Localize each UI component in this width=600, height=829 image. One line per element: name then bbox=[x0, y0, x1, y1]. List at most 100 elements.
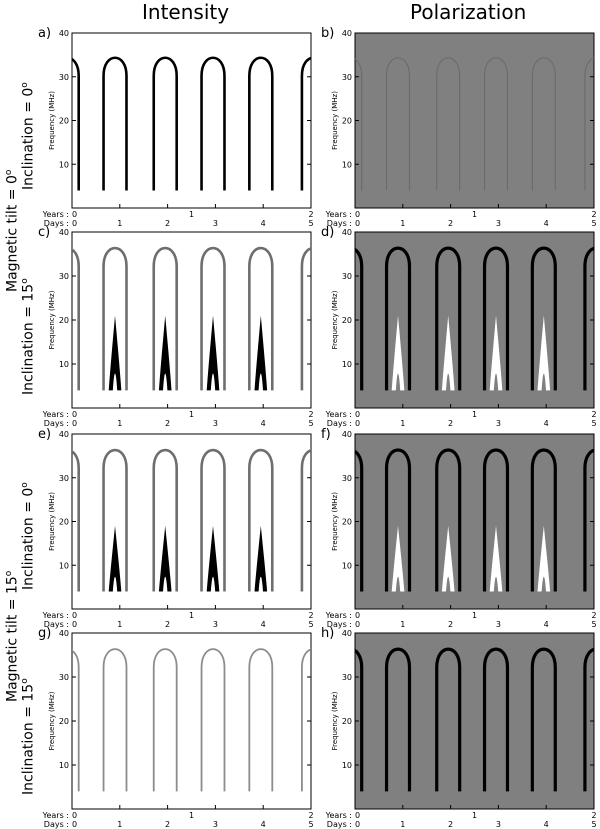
arch-1 bbox=[384, 647, 412, 792]
years-tick-label: 1 bbox=[189, 811, 194, 820]
panel-letter: g) bbox=[38, 626, 51, 641]
years-axis-label: Years : bbox=[325, 811, 352, 820]
y-tick-label: 40 bbox=[342, 228, 352, 237]
days-tick-label: 4 bbox=[261, 419, 266, 428]
y-tick-label: 10 bbox=[59, 160, 69, 169]
panel-letter: h) bbox=[321, 626, 334, 641]
panel-content bbox=[355, 647, 594, 792]
panel-letter: b) bbox=[321, 26, 334, 41]
years-axis-label: Years : bbox=[42, 210, 69, 219]
years-axis-label: Years : bbox=[325, 210, 352, 219]
y-tick-label: 20 bbox=[59, 316, 69, 325]
arch-5 bbox=[300, 449, 311, 592]
arch-3 bbox=[482, 647, 510, 792]
years-axis-label: Years : bbox=[325, 410, 352, 419]
days-tick-label: 1 bbox=[117, 620, 122, 629]
days-tick-label: 2 bbox=[165, 419, 170, 428]
arch-5 bbox=[300, 56, 311, 191]
years-axis-label: Years : bbox=[42, 611, 69, 620]
y-axis-label: Frequency (MHz) bbox=[48, 91, 56, 150]
arch-5 bbox=[583, 448, 594, 592]
years-axis-label: Years : bbox=[42, 410, 69, 419]
arch-2 bbox=[435, 647, 462, 792]
panel-background bbox=[354, 32, 595, 209]
y-axis-label: Frequency (MHz) bbox=[48, 492, 56, 551]
y-tick-label: 40 bbox=[342, 629, 352, 638]
y-tick-label: 10 bbox=[342, 561, 352, 570]
y-axis-label: Frequency (MHz) bbox=[331, 492, 339, 551]
days-tick-label: 4 bbox=[261, 620, 266, 629]
days-axis-label: Days : bbox=[327, 219, 352, 228]
days-tick-label: 2 bbox=[165, 620, 170, 629]
y-axis-label: Frequency (MHz) bbox=[331, 290, 339, 349]
lobe-2 bbox=[441, 525, 455, 592]
days-tick-label: 1 bbox=[400, 620, 405, 629]
years-tick-label: 2 bbox=[308, 611, 313, 620]
arch-4 bbox=[248, 648, 274, 792]
years-tick-label: 0 bbox=[72, 611, 77, 620]
arch-1 bbox=[102, 247, 128, 391]
panel-letter: d) bbox=[321, 225, 334, 240]
years-tick-label: 0 bbox=[72, 210, 77, 219]
arch-0 bbox=[72, 248, 80, 391]
arch-0 bbox=[72, 450, 80, 592]
panel-background bbox=[354, 433, 595, 610]
days-tick-label: 0 bbox=[355, 820, 360, 829]
y-tick-label: 40 bbox=[342, 430, 352, 439]
panel-background bbox=[71, 32, 312, 209]
arch-1 bbox=[102, 448, 128, 592]
days-tick-label: 4 bbox=[261, 219, 266, 228]
days-tick-label: 2 bbox=[165, 219, 170, 228]
arch-3 bbox=[482, 448, 510, 592]
days-axis-label: Days : bbox=[327, 820, 352, 829]
arch-2 bbox=[435, 448, 462, 592]
years-tick-label: 1 bbox=[472, 210, 477, 219]
days-tick-label: 4 bbox=[261, 820, 266, 829]
arch-0 bbox=[355, 648, 364, 792]
y-axis-label: Frequency (MHz) bbox=[331, 691, 339, 750]
y-tick-label: 40 bbox=[342, 29, 352, 38]
lobe-4 bbox=[537, 525, 551, 592]
years-tick-label: 1 bbox=[189, 410, 194, 419]
days-tick-label: 5 bbox=[308, 219, 313, 228]
years-tick-label: 2 bbox=[308, 410, 313, 419]
y-tick-label: 30 bbox=[342, 474, 352, 483]
years-tick-label: 2 bbox=[591, 410, 596, 419]
arch-1 bbox=[102, 648, 128, 792]
years-tick-label: 1 bbox=[472, 611, 477, 620]
days-tick-label: 3 bbox=[496, 419, 501, 428]
panel-letter: e) bbox=[38, 427, 51, 442]
years-tick-label: 0 bbox=[355, 210, 360, 219]
panel-letter: f) bbox=[321, 427, 331, 442]
years-tick-label: 2 bbox=[308, 210, 313, 219]
y-tick-label: 20 bbox=[59, 518, 69, 527]
arch-1 bbox=[102, 56, 128, 191]
arch-2 bbox=[435, 246, 462, 391]
arch-5 bbox=[300, 247, 311, 391]
lobe-1 bbox=[108, 525, 122, 592]
y-axis-label: Frequency (MHz) bbox=[48, 290, 56, 349]
days-tick-label: 0 bbox=[72, 219, 77, 228]
y-tick-label: 30 bbox=[59, 272, 69, 281]
arch-4 bbox=[530, 448, 557, 592]
days-tick-label: 4 bbox=[544, 820, 549, 829]
arch-4 bbox=[530, 647, 557, 792]
panel-letter: c) bbox=[38, 225, 50, 240]
arch-3 bbox=[482, 246, 510, 391]
arch-4 bbox=[248, 56, 274, 191]
lobe-2 bbox=[441, 315, 455, 391]
lobe-4 bbox=[254, 525, 268, 592]
years-tick-label: 2 bbox=[591, 210, 596, 219]
days-tick-label: 5 bbox=[308, 419, 313, 428]
days-axis-label: Days : bbox=[44, 620, 69, 629]
arch-2 bbox=[152, 247, 178, 391]
days-tick-label: 1 bbox=[400, 820, 405, 829]
y-tick-label: 10 bbox=[342, 360, 352, 369]
days-tick-label: 1 bbox=[117, 419, 122, 428]
days-tick-label: 5 bbox=[308, 820, 313, 829]
lobe-1 bbox=[391, 315, 405, 391]
arch-0 bbox=[355, 58, 363, 191]
years-tick-label: 0 bbox=[355, 811, 360, 820]
